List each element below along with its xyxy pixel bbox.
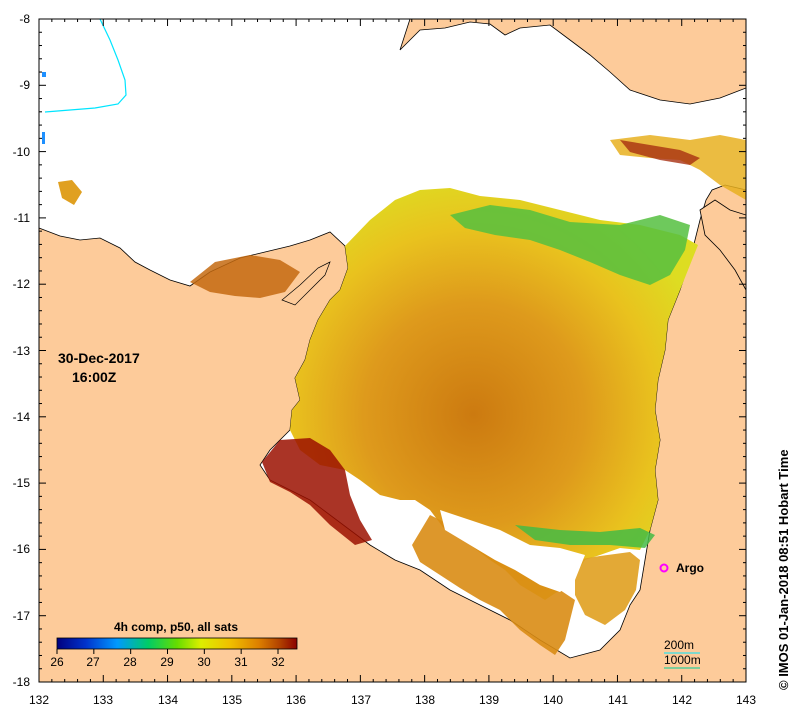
colorbar: 4h comp, p50, all sats 26 27 28 29 30 31… bbox=[50, 620, 298, 669]
argo-label: Argo bbox=[676, 561, 704, 575]
x-tick-label: 140 bbox=[543, 693, 563, 707]
sst-green-east bbox=[515, 525, 655, 548]
contour-200m-line bbox=[44, 18, 127, 113]
colorbar-tick-label: 28 bbox=[123, 655, 137, 669]
colorbar-tick-label: 31 bbox=[234, 655, 248, 669]
y-tick-label: -11 bbox=[14, 211, 31, 225]
map-time: 16:00Z bbox=[72, 369, 117, 385]
colorbar-tick-label: 26 bbox=[50, 655, 64, 669]
x-tick-label: 133 bbox=[93, 693, 113, 707]
y-tick-label: -16 bbox=[13, 542, 31, 556]
sst-hot-patch bbox=[262, 438, 372, 545]
y-tick-label: -18 bbox=[13, 675, 31, 689]
colorbar-tick-label: 32 bbox=[271, 655, 285, 669]
y-tick-label: -9 bbox=[19, 78, 30, 92]
contour-1000m-label: 1000m bbox=[664, 653, 701, 667]
sst-west-speck bbox=[42, 132, 45, 144]
colorbar-tick-label: 30 bbox=[197, 655, 211, 669]
y-tick-label: -10 bbox=[13, 145, 31, 159]
axis-ticks bbox=[38, 18, 747, 683]
y-tick-label: -13 bbox=[13, 344, 31, 358]
sst-green-band bbox=[450, 205, 690, 285]
contour-legend: 200m 1000m bbox=[664, 638, 701, 669]
argo-float-icon bbox=[659, 563, 669, 573]
sst-west-coast bbox=[190, 255, 300, 298]
island-wessel bbox=[281, 261, 331, 306]
x-tick-label: 137 bbox=[351, 693, 371, 707]
y-tick-label: -17 bbox=[13, 609, 31, 623]
imos-credit: © IMOS 01-Jan-2018 08:51 Hobart Time bbox=[776, 449, 791, 690]
sst-south-east bbox=[575, 552, 640, 625]
x-tick-label: 139 bbox=[479, 693, 499, 707]
colorbar-tick-label: 27 bbox=[86, 655, 100, 669]
sst-west-speck bbox=[42, 72, 46, 77]
argo-marker[interactable]: Argo bbox=[659, 561, 705, 575]
sst-south-gulf bbox=[412, 515, 575, 655]
colorbar-tick-label: 29 bbox=[160, 655, 174, 669]
y-tick-label: -15 bbox=[13, 476, 31, 490]
x-tick-label: 134 bbox=[158, 693, 178, 707]
x-tick-label: 132 bbox=[29, 693, 49, 707]
y-tick-label: -8 bbox=[19, 12, 30, 26]
x-tick-label: 141 bbox=[608, 693, 628, 707]
colorbar-title: 4h comp, p50, all sats bbox=[114, 620, 238, 634]
x-tick-label: 135 bbox=[222, 693, 242, 707]
y-axis-labels: -8 -9 -10 -11 -12 -13 -14 -15 -16 -17 -1… bbox=[13, 12, 31, 689]
sst-north-red bbox=[620, 140, 700, 165]
x-axis-labels: 132 133 134 135 136 137 138 139 140 141 … bbox=[29, 693, 756, 707]
x-tick-label: 143 bbox=[736, 693, 756, 707]
no-data-south bbox=[440, 510, 585, 592]
sst-west-blob bbox=[58, 180, 82, 205]
colorbar-gradient bbox=[56, 637, 298, 650]
contour-200m-label: 200m bbox=[664, 638, 694, 652]
sst-field bbox=[290, 188, 698, 600]
y-tick-label: -14 bbox=[13, 410, 31, 424]
x-tick-label: 136 bbox=[286, 693, 306, 707]
x-tick-label: 138 bbox=[415, 693, 435, 707]
y-tick-label: -12 bbox=[13, 277, 31, 291]
x-tick-label: 142 bbox=[672, 693, 692, 707]
map-date: 30-Dec-2017 bbox=[58, 350, 140, 366]
